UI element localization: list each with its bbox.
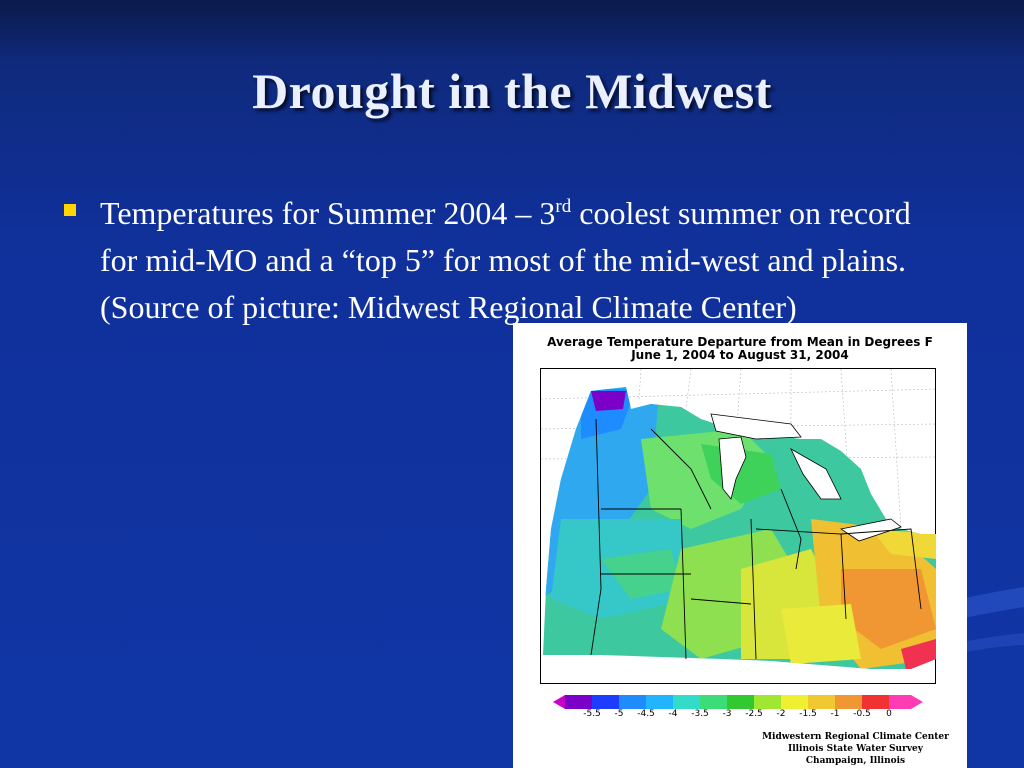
- credit-line: Illinois State Water Survey: [787, 744, 924, 754]
- colorbar-ticks: -5.5 -5 -4.5 -4 -3.5 -3 -2.5 -2 -1.5 -1 …: [553, 709, 923, 721]
- colorbar-tick: -3: [722, 709, 732, 719]
- colorbar-tick: -4.5: [637, 709, 655, 719]
- credit-line: Champaign, Illinois: [805, 756, 906, 766]
- colorbar-tick: -2.5: [745, 709, 763, 719]
- map-title: Average Temperature Departure from Mean …: [513, 336, 967, 362]
- colorbar-tick: -2: [776, 709, 786, 719]
- slide-title: Drought in the Midwest: [252, 63, 772, 119]
- bullet-superscript: rd: [555, 196, 572, 217]
- midwest-temperature-map: [541, 369, 937, 669]
- temperature-map-image: Average Temperature Departure from Mean …: [513, 323, 967, 768]
- colorbar-tick: -1: [830, 709, 840, 719]
- bullet-text-before: Temperatures for Summer 2004 – 3: [100, 195, 556, 231]
- colorbar-tick: -5: [614, 709, 624, 719]
- colorbar-tick: -1.5: [799, 709, 817, 719]
- bullet-text: Temperatures for Summer 2004 – 3rd coole…: [100, 190, 940, 331]
- bullet-text-after: coolest summer on record for mid-MO and …: [100, 195, 911, 325]
- credit-line: Midwestern Regional Climate Center: [762, 732, 949, 742]
- colorbar-tick: -4: [668, 709, 678, 719]
- colorbar-tick: -3.5: [691, 709, 709, 719]
- map-credits: Midwestern Regional Climate Center Illin…: [743, 731, 967, 767]
- map-frame: [540, 368, 937, 684]
- map-title-line1: Average Temperature Departure from Mean …: [547, 335, 933, 349]
- map-title-line2: June 1, 2004 to August 31, 2004: [631, 348, 849, 362]
- bullet-marker: [64, 204, 76, 216]
- colorbar-tick: 0: [886, 709, 892, 719]
- colorbar-tick: -0.5: [853, 709, 871, 719]
- colorbar-tick: -5.5: [583, 709, 601, 719]
- colorbar: [553, 695, 923, 709]
